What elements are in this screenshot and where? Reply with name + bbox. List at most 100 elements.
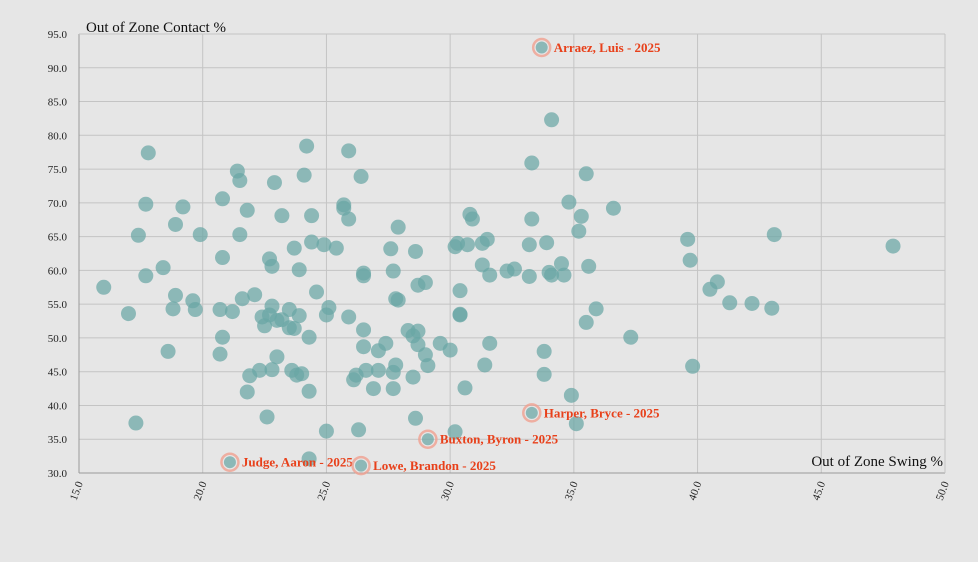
data-point: [212, 302, 228, 318]
highlight-ring: [418, 429, 438, 449]
data-point: [301, 383, 317, 399]
data-point: [321, 300, 337, 316]
data-point: [578, 166, 594, 182]
x-tick-label: 30.0: [439, 479, 457, 502]
data-point: [252, 362, 268, 378]
data-point: [479, 231, 495, 247]
highlighted-point: [223, 456, 236, 469]
data-point: [269, 349, 285, 365]
data-point: [304, 234, 320, 250]
highlight-label: Lowe, Brandon - 2025: [373, 458, 496, 473]
data-point: [571, 223, 587, 239]
data-point: [588, 301, 604, 317]
data-point: [301, 329, 317, 345]
data-point: [744, 295, 760, 311]
y-tick-label: 40.0: [48, 400, 68, 412]
y-tick-label: 95.0: [48, 29, 68, 41]
data-point: [764, 300, 780, 316]
data-point: [120, 306, 136, 322]
grid: [78, 33, 946, 474]
data-point: [215, 329, 231, 345]
highlight-label: Arraez, Luis - 2025: [554, 40, 661, 55]
data-point: [408, 410, 424, 426]
data-point: [266, 175, 282, 191]
data-point: [447, 424, 463, 440]
y-tick-label: 70.0: [48, 198, 68, 210]
data-point: [130, 227, 146, 243]
data-point: [623, 329, 639, 345]
data-point: [296, 167, 312, 183]
data-point: [155, 260, 171, 276]
x-tick-label: 35.0: [563, 479, 581, 502]
data-point: [215, 191, 231, 207]
data-point: [544, 112, 560, 128]
x-tick-label: 50.0: [934, 479, 952, 502]
data-point: [561, 194, 577, 210]
highlight-label: Buxton, Byron - 2025: [440, 432, 559, 447]
highlight-label: Harper, Bryce - 2025: [544, 405, 660, 420]
data-point: [294, 366, 310, 382]
data-point: [420, 358, 436, 374]
highlighted-point: [355, 459, 368, 472]
data-point: [175, 199, 191, 215]
highlight-ring: [220, 452, 240, 472]
data-point: [160, 343, 176, 359]
highlight-label: Judge, Aaron - 2025: [242, 455, 353, 470]
y-tick-label: 75.0: [48, 164, 68, 176]
y-tick-label: 50.0: [48, 333, 68, 345]
data-point: [442, 342, 458, 358]
data-point: [378, 335, 394, 351]
y-tick-label: 90.0: [48, 63, 68, 75]
data-point: [232, 227, 248, 243]
data-point: [370, 362, 386, 378]
x-tick-label: 20.0: [192, 479, 210, 502]
data-point: [299, 138, 315, 154]
data-point: [410, 323, 426, 339]
data-point: [464, 211, 480, 227]
data-point: [356, 268, 372, 284]
data-point: [232, 173, 248, 189]
y-tick-label: 85.0: [48, 97, 68, 109]
data-point: [309, 284, 325, 300]
data-point: [165, 301, 181, 317]
x-axis-title: Out of Zone Swing %: [811, 454, 943, 470]
data-point: [385, 263, 401, 279]
y-tick-label: 55.0: [48, 299, 68, 311]
data-point: [356, 322, 372, 338]
data-points: [96, 112, 901, 467]
data-point: [563, 387, 579, 403]
data-point: [264, 258, 280, 274]
data-point: [291, 308, 307, 324]
data-point: [187, 302, 203, 318]
data-point: [405, 369, 421, 385]
data-point: [536, 343, 552, 359]
data-point: [506, 261, 522, 277]
data-point: [291, 262, 307, 278]
data-point: [457, 380, 473, 396]
data-point: [459, 237, 475, 253]
data-point: [524, 211, 540, 227]
data-point: [212, 346, 228, 362]
data-point: [680, 231, 696, 247]
data-point: [128, 415, 144, 431]
data-point: [536, 366, 552, 382]
data-point: [477, 357, 493, 373]
x-tick-label: 25.0: [315, 479, 333, 502]
y-tick-label: 35.0: [48, 434, 68, 446]
data-point: [417, 275, 433, 291]
y-tick-label: 80.0: [48, 130, 68, 142]
data-point: [556, 267, 572, 283]
data-point: [239, 384, 255, 400]
data-point: [544, 267, 560, 283]
highlighted-point: [525, 406, 538, 419]
data-point: [353, 169, 369, 185]
data-point: [452, 283, 468, 299]
data-point: [388, 357, 404, 373]
data-point: [722, 295, 738, 311]
data-point: [328, 240, 344, 256]
data-point: [390, 219, 406, 235]
x-tick-label: 40.0: [687, 479, 705, 502]
data-point: [581, 258, 597, 274]
highlighted-points: Arraez, Luis - 2025 Harper, Bryce - 2025 B…: [220, 37, 661, 476]
